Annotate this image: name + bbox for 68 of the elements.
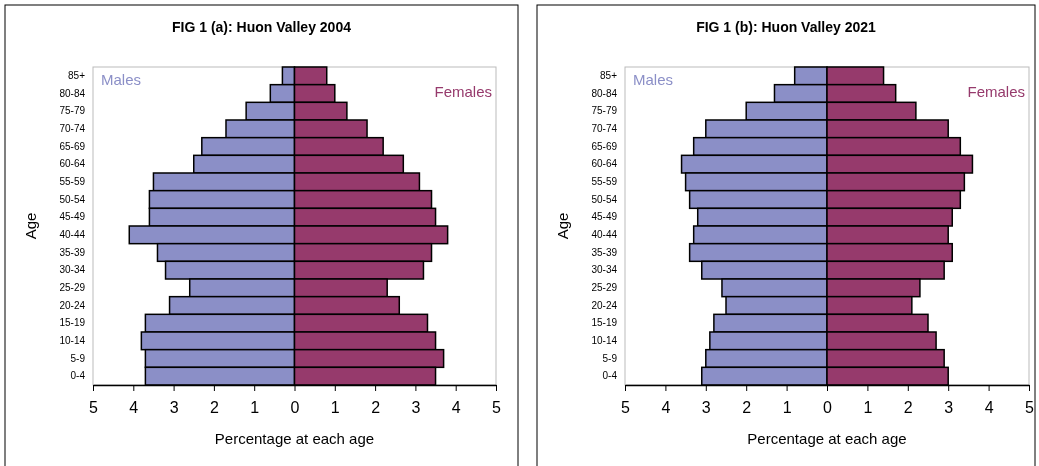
x-tick-label: 4 [661,399,671,417]
y-axis-title: Age [22,212,39,240]
y-tick-label: 65-69 [591,140,618,152]
x-tick-label: 1 [330,399,340,417]
y-tick-label: 60-64 [59,158,86,170]
chart-title: FIG 1 (a): Huon Valley 2004 [172,19,352,35]
y-tick-label: 15-19 [591,317,618,329]
x-tick-label: 2 [371,399,381,417]
x-tick-label: 1 [250,399,260,417]
y-tick-label: 10-14 [591,335,618,347]
x-axis-title: Percentage at each age [747,430,907,447]
y-tick-label: 75-79 [591,105,618,117]
x-tick-label: 2 [903,399,913,417]
x-tick-label: 5 [89,399,99,417]
y-tick-label: 10-14 [59,335,86,347]
x-tick-label: 5 [1025,399,1035,417]
series-label: Females [967,83,1025,100]
y-tick-label: 80-84 [591,87,618,99]
y-tick-label: 50-54 [59,193,86,205]
y-tick-label: 25-29 [591,282,618,294]
y-tick-label: 25-29 [59,282,86,294]
x-tick-label: 3 [944,399,954,417]
x-axis-title: Percentage at each age [214,430,375,447]
y-tick-label: 60-64 [591,158,618,170]
y-tick-label: 65-69 [59,140,86,152]
y-tick-label: 15-19 [59,317,86,329]
x-tick-label: 5 [492,399,502,417]
y-tick-label: 45-49 [591,211,618,223]
text: Males [633,71,674,88]
y-tick-label: 20-24 [591,299,618,311]
y-tick-label: 0-4 [602,370,618,382]
x-tick-label: 3 [169,399,179,417]
y-tick-label: 85+ [600,70,618,82]
text: Females [434,83,492,100]
x-tick-label: 5 [621,399,631,417]
x-tick-label: 1 [782,399,792,417]
x-tick-label: 4 [984,399,994,417]
y-tick-label: 30-34 [59,264,86,276]
y-tick-label: 20-24 [59,299,86,311]
y-tick-label: 70-74 [59,123,86,135]
y-tick-label: 55-59 [59,176,86,188]
y-tick-label: 30-34 [591,264,618,276]
y-tick-label: 70-74 [591,123,618,135]
y-tick-label: 85+ [68,70,86,82]
x-tick-label: 4 [451,399,461,417]
y-tick-label: 50-54 [591,193,618,205]
y-tick-label: 45-49 [59,211,86,223]
x-tick-label: 2 [742,399,752,417]
y-tick-label: 75-79 [59,105,86,117]
x-tick-label: 3 [701,399,711,417]
y-tick-label: 5-9 [602,352,618,364]
y-axis-title: Age [554,212,571,240]
x-tick-label: 2 [209,399,219,417]
y-tick-label: 80-84 [59,87,86,99]
x-tick-label: 0 [823,399,833,417]
x-tick-label: 4 [129,399,139,417]
x-tick-label: 1 [863,399,873,417]
chart-title: FIG 1 (b): Huon Valley 2021 [696,19,877,35]
x-tick-label: 3 [411,399,421,417]
y-tick-label: 40-44 [591,229,618,241]
y-tick-label: 35-39 [591,246,618,258]
y-tick-label: 5-9 [70,352,86,364]
x-tick-label: 0 [290,399,300,417]
y-tick-label: 40-44 [59,229,86,241]
y-tick-label: 35-39 [59,246,86,258]
y-tick-label: 0-4 [70,370,86,382]
text: Males [101,71,142,88]
y-tick-label: 55-59 [591,176,618,188]
